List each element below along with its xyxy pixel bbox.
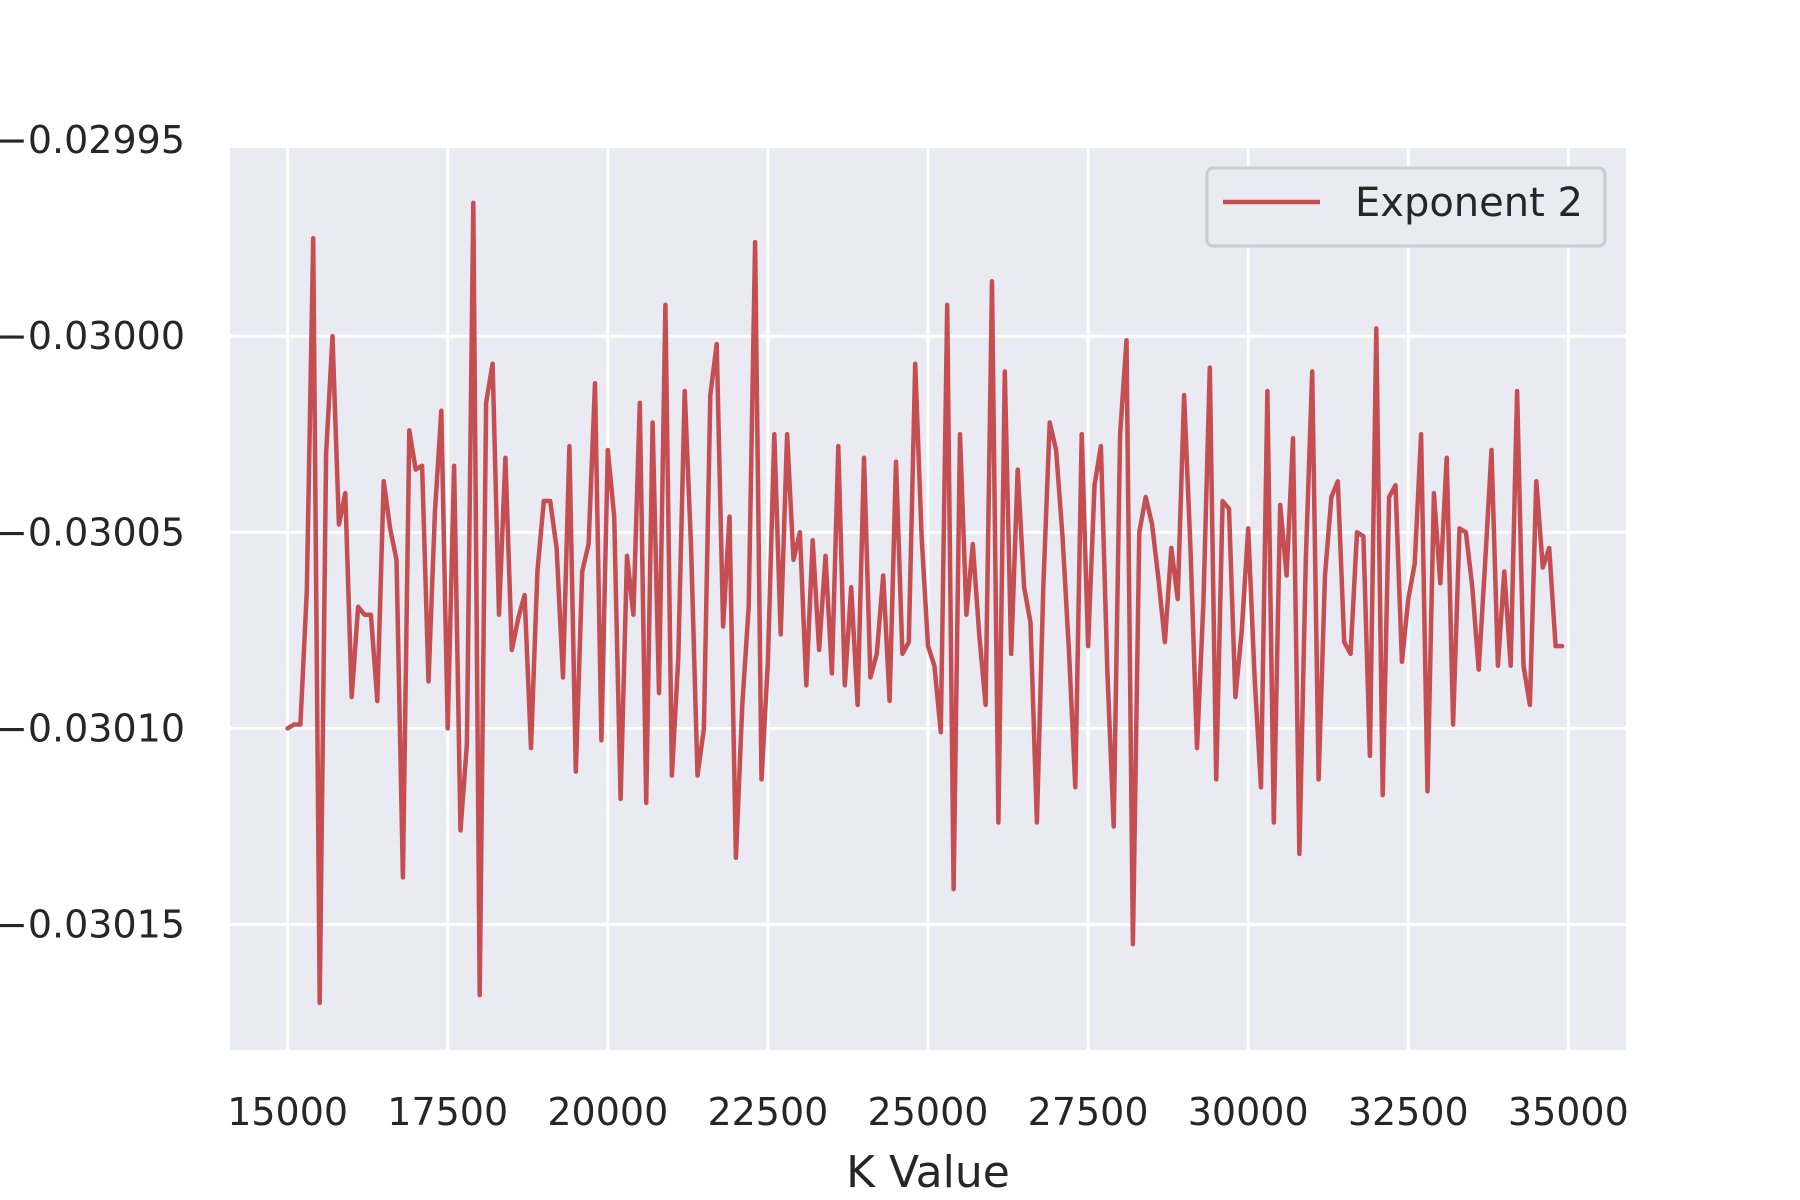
x-tick-labels: 15000 17500 20000 22500 25000 27500 30000 32500…: [227, 1090, 1629, 1134]
x-tick-label: 27500: [1028, 1090, 1149, 1134]
x-tick-label: 22500: [707, 1090, 828, 1134]
legend-label: Exponent 2: [1355, 180, 1583, 226]
x-tick-label: 32500: [1348, 1090, 1469, 1134]
x-tick-label: 25000: [868, 1090, 989, 1134]
y-tick-label: −0.03000: [0, 314, 185, 358]
x-axis-label: K Value: [846, 1147, 1010, 1198]
x-tick-label: 20000: [547, 1090, 668, 1134]
x-tick-label: 17500: [387, 1090, 508, 1134]
x-tick-label: 30000: [1188, 1090, 1309, 1134]
series-line-exponent-2: [285, 200, 1565, 1006]
x-tick-label: 15000: [227, 1090, 348, 1134]
y-tick-label: −0.03005: [0, 510, 185, 554]
legend-box: [1205, 166, 1607, 248]
y-tick-label: −0.02995: [0, 118, 185, 162]
y-tick-label: −0.03015: [0, 903, 185, 947]
grid-lines: [230, 138, 1626, 1050]
y-tick-labels: −0.02995 −0.03000 −0.03005 −0.03010 −0.03015: [0, 118, 185, 946]
x-tick-label: 35000: [1508, 1090, 1629, 1134]
y-tick-label: −0.03010: [0, 706, 185, 750]
series-layer: [285, 200, 1565, 1006]
legend: Exponent 2: [1205, 166, 1607, 248]
